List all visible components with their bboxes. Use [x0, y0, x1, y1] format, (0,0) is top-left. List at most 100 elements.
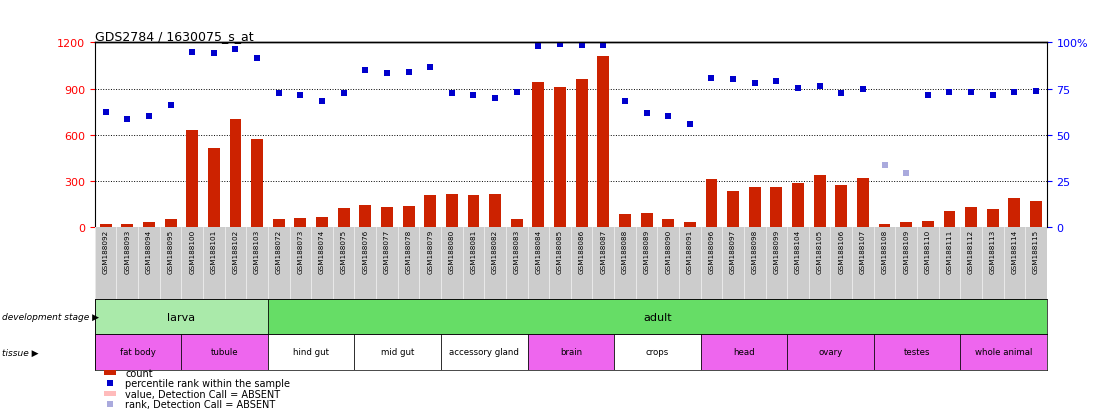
- Bar: [165, 219, 176, 227]
- Text: GSM188107: GSM188107: [860, 229, 866, 273]
- Bar: [960, 335, 1047, 370]
- Text: GSM188114: GSM188114: [1011, 229, 1018, 273]
- Bar: [359, 206, 372, 227]
- Bar: [295, 219, 307, 227]
- Text: GSM188109: GSM188109: [903, 229, 910, 273]
- Bar: [424, 196, 436, 227]
- Text: percentile rank within the sample: percentile rank within the sample: [125, 378, 290, 388]
- Bar: [965, 207, 976, 227]
- Text: GSM188100: GSM188100: [190, 229, 195, 273]
- Text: GSM188102: GSM188102: [232, 229, 239, 273]
- Text: whole animal: whole animal: [975, 348, 1032, 356]
- Bar: [95, 335, 182, 370]
- Bar: [770, 188, 782, 227]
- Text: count: count: [125, 368, 153, 378]
- Bar: [528, 335, 614, 370]
- Text: tissue ▶: tissue ▶: [2, 348, 39, 356]
- Text: GSM188092: GSM188092: [103, 229, 108, 273]
- Text: GSM188087: GSM188087: [600, 229, 606, 273]
- Bar: [749, 188, 761, 227]
- Text: brain: brain: [560, 348, 581, 356]
- Bar: [619, 215, 631, 227]
- Bar: [701, 335, 787, 370]
- Bar: [874, 335, 960, 370]
- Bar: [268, 299, 1047, 335]
- Text: GSM188095: GSM188095: [167, 229, 174, 273]
- Text: mid gut: mid gut: [381, 348, 414, 356]
- Bar: [381, 207, 393, 227]
- Text: ovary: ovary: [818, 348, 843, 356]
- Bar: [597, 57, 609, 227]
- Text: GDS2784 / 1630075_s_at: GDS2784 / 1630075_s_at: [95, 31, 253, 43]
- Text: GSM188079: GSM188079: [427, 229, 433, 273]
- Text: GSM188099: GSM188099: [773, 229, 779, 273]
- Bar: [355, 335, 441, 370]
- Bar: [441, 335, 528, 370]
- Bar: [835, 186, 847, 227]
- Bar: [576, 80, 588, 227]
- Text: value, Detection Call = ABSENT: value, Detection Call = ABSENT: [125, 389, 280, 399]
- Text: GSM188096: GSM188096: [709, 229, 714, 273]
- Bar: [99, 224, 112, 227]
- Bar: [489, 194, 501, 227]
- Bar: [95, 299, 268, 335]
- Bar: [901, 223, 912, 227]
- Bar: [186, 131, 199, 227]
- Bar: [1030, 202, 1042, 227]
- Bar: [468, 196, 480, 227]
- Bar: [105, 370, 116, 375]
- Text: hind gut: hind gut: [294, 348, 329, 356]
- Text: rank, Detection Call = ABSENT: rank, Detection Call = ABSENT: [125, 399, 276, 409]
- Text: GSM188098: GSM188098: [752, 229, 758, 273]
- Bar: [230, 120, 241, 227]
- Bar: [705, 180, 718, 227]
- Bar: [338, 209, 349, 227]
- Text: GSM188074: GSM188074: [319, 229, 325, 273]
- Text: GSM188090: GSM188090: [665, 229, 671, 273]
- Text: GSM188112: GSM188112: [968, 229, 974, 273]
- Text: GSM188089: GSM188089: [644, 229, 650, 273]
- Text: GSM188091: GSM188091: [686, 229, 693, 273]
- Bar: [272, 219, 285, 227]
- Text: crops: crops: [646, 348, 668, 356]
- Bar: [787, 335, 874, 370]
- Text: GSM188105: GSM188105: [817, 229, 822, 273]
- Bar: [641, 214, 653, 227]
- Bar: [105, 391, 116, 396]
- Text: GSM188081: GSM188081: [471, 229, 477, 273]
- Bar: [684, 223, 695, 227]
- Bar: [316, 218, 328, 227]
- Bar: [532, 83, 545, 227]
- Text: GSM188103: GSM188103: [254, 229, 260, 273]
- Text: testes: testes: [904, 348, 931, 356]
- Text: tubule: tubule: [211, 348, 239, 356]
- Text: GSM188101: GSM188101: [211, 229, 217, 273]
- Bar: [511, 219, 522, 227]
- Text: GSM188094: GSM188094: [146, 229, 152, 273]
- Text: GSM188106: GSM188106: [838, 229, 845, 273]
- Bar: [182, 335, 268, 370]
- Text: GSM188076: GSM188076: [363, 229, 368, 273]
- Bar: [208, 149, 220, 227]
- Bar: [792, 183, 804, 227]
- Text: GSM188115: GSM188115: [1033, 229, 1039, 273]
- Bar: [251, 140, 263, 227]
- Text: GSM188082: GSM188082: [492, 229, 498, 273]
- Bar: [728, 191, 739, 227]
- Text: GSM188073: GSM188073: [297, 229, 304, 273]
- Bar: [987, 209, 999, 227]
- Bar: [814, 175, 826, 227]
- Text: GSM188093: GSM188093: [124, 229, 131, 273]
- Text: adult: adult: [643, 312, 672, 322]
- Text: GSM188084: GSM188084: [536, 229, 541, 273]
- Text: larva: larva: [167, 312, 195, 322]
- Text: GSM188072: GSM188072: [276, 229, 281, 273]
- Bar: [662, 219, 674, 227]
- Bar: [268, 335, 355, 370]
- Text: accessory gland: accessory gland: [450, 348, 519, 356]
- Bar: [614, 335, 701, 370]
- Bar: [943, 212, 955, 227]
- Bar: [143, 223, 155, 227]
- Text: GSM188111: GSM188111: [946, 229, 952, 273]
- Bar: [122, 225, 133, 227]
